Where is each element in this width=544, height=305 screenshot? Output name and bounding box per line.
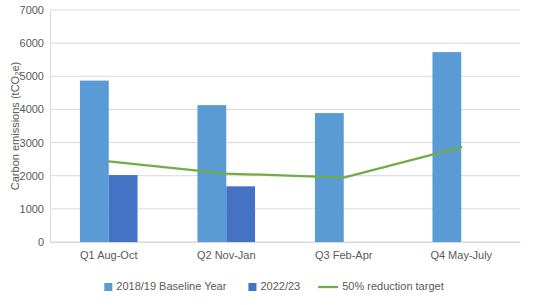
y-tick: 0 <box>38 236 50 248</box>
legend-item: 50% reduction target <box>318 280 444 292</box>
x-tick: Q4 May-July <box>430 242 492 261</box>
y-tick: 3000 <box>20 137 50 149</box>
x-tick-label: Q1 Aug-Oct <box>80 249 137 261</box>
x-tick: Q2 Nov-Jan <box>197 242 256 261</box>
line <box>109 147 462 177</box>
y-tick: 6000 <box>20 37 50 49</box>
y-tick-label: 2000 <box>20 170 44 182</box>
bar <box>109 175 138 242</box>
legend-label: 2018/19 Baseline Year <box>116 280 226 292</box>
grid <box>50 10 520 242</box>
legend-swatch <box>104 283 112 291</box>
y-axis-title: Carbon emissions (tCO₂e) <box>9 62 21 190</box>
y-axis: 0 1000 2000 3000 4000 5000 6000 7000 <box>20 4 51 248</box>
marks <box>80 52 461 242</box>
plot-area: 01000200030004000500060007000Q1 Aug-OctQ… <box>20 4 521 261</box>
y-tick-label: 7000 <box>20 4 44 16</box>
x-tick-label: Q4 May-July <box>430 249 492 261</box>
legend-swatch <box>318 286 338 288</box>
y-tick-label: 3000 <box>20 137 44 149</box>
bar <box>226 186 255 242</box>
y-tick: 1000 <box>20 203 50 215</box>
legend-item: 2022/23 <box>248 280 300 292</box>
grid-line <box>50 10 520 11</box>
x-tick: Q3 Feb-Apr <box>315 242 373 261</box>
legend-item: 2018/19 Baseline Year <box>104 280 226 292</box>
bar <box>80 81 109 242</box>
x-axis: Q1 Aug-Oct Q2 Nov-Jan Q3 Feb-Apr Q4 May-Jul… <box>51 242 521 261</box>
y-tick: 4000 <box>20 103 50 115</box>
legend: 2018/19 Baseline Year 2022/23 50% reductio… <box>104 280 443 292</box>
y-tick-label: 4000 <box>20 103 44 115</box>
legend-label: 50% reduction target <box>342 280 444 292</box>
y-tick-label: 5000 <box>20 70 44 82</box>
x-tick: Q1 Aug-Oct <box>80 242 137 261</box>
y-axis-line <box>50 11 51 243</box>
bar-series <box>80 52 461 242</box>
grid-line <box>50 43 520 44</box>
y-tick-label: 1000 <box>20 203 44 215</box>
y-tick-label: 0 <box>38 236 44 248</box>
y-tick: 7000 <box>20 4 50 16</box>
y-tick-label: 6000 <box>20 37 44 49</box>
x-tick-label: Q2 Nov-Jan <box>197 249 256 261</box>
y-tick: 5000 <box>20 70 50 82</box>
legend-label: 2022/23 <box>260 280 300 292</box>
x-tick-label: Q3 Feb-Apr <box>315 249 373 261</box>
x-axis-line <box>51 242 521 243</box>
bar-series <box>109 175 255 242</box>
legend-swatch <box>248 283 256 291</box>
chart: 01000200030004000500060007000Q1 Aug-OctQ… <box>0 0 544 305</box>
y-tick: 2000 <box>20 170 50 182</box>
